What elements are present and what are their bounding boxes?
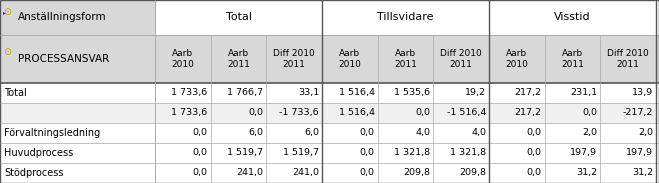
Text: 1 766,7: 1 766,7 xyxy=(227,89,264,98)
Text: 0,0: 0,0 xyxy=(360,169,375,178)
Text: 1 516,4: 1 516,4 xyxy=(339,109,375,117)
Text: 1 733,6: 1 733,6 xyxy=(171,109,208,117)
Bar xyxy=(0,35,659,83)
Text: 0,0: 0,0 xyxy=(527,128,542,137)
Text: 197,9: 197,9 xyxy=(570,148,597,158)
Text: 241,0: 241,0 xyxy=(292,169,319,178)
Text: 1 321,8: 1 321,8 xyxy=(394,148,430,158)
Text: 217,2: 217,2 xyxy=(515,89,542,98)
Bar xyxy=(0,83,659,103)
Text: 231,1: 231,1 xyxy=(570,89,597,98)
Text: Aarb
2011: Aarb 2011 xyxy=(227,49,250,69)
Text: 1 321,8: 1 321,8 xyxy=(450,148,486,158)
Text: Tillsvidare: Tillsvidare xyxy=(377,12,434,23)
Bar xyxy=(0,123,659,143)
Text: Huvudprocess: Huvudprocess xyxy=(4,148,73,158)
Text: 0,0: 0,0 xyxy=(415,109,430,117)
Text: Aarb
2010: Aarb 2010 xyxy=(338,49,361,69)
Text: Diff 2010
2011: Diff 2010 2011 xyxy=(608,49,649,69)
Bar xyxy=(155,0,659,35)
Text: Stödprocess: Stödprocess xyxy=(4,168,63,178)
Text: 209,8: 209,8 xyxy=(459,169,486,178)
Bar xyxy=(0,0,155,35)
Bar xyxy=(0,163,659,183)
Text: 0,0: 0,0 xyxy=(527,148,542,158)
Text: -1 516,4: -1 516,4 xyxy=(447,109,486,117)
Text: 1 519,7: 1 519,7 xyxy=(283,148,319,158)
Text: PROCESSANSVAR: PROCESSANSVAR xyxy=(18,54,109,64)
Text: Aarb
2011: Aarb 2011 xyxy=(394,49,417,69)
Text: 2,0: 2,0 xyxy=(583,128,597,137)
Text: Diff 2010
2011: Diff 2010 2011 xyxy=(273,49,315,69)
Text: 209,8: 209,8 xyxy=(403,169,430,178)
Text: Aarb
2011: Aarb 2011 xyxy=(561,49,584,69)
Text: Total: Total xyxy=(225,12,252,23)
Bar xyxy=(0,103,659,123)
Text: 0,0: 0,0 xyxy=(248,109,264,117)
Text: 0,0: 0,0 xyxy=(360,128,375,137)
Text: 4,0: 4,0 xyxy=(415,128,430,137)
Text: 0,0: 0,0 xyxy=(192,148,208,158)
Text: Visstid: Visstid xyxy=(554,12,591,23)
Text: 6,0: 6,0 xyxy=(304,128,319,137)
Text: 13,9: 13,9 xyxy=(632,89,653,98)
Text: ⊙: ⊙ xyxy=(3,47,11,57)
Text: 0,0: 0,0 xyxy=(192,169,208,178)
Text: 2,0: 2,0 xyxy=(638,128,653,137)
Text: 19,2: 19,2 xyxy=(465,89,486,98)
Text: 241,0: 241,0 xyxy=(237,169,264,178)
Text: 6,0: 6,0 xyxy=(248,128,264,137)
Text: Aarb
2010: Aarb 2010 xyxy=(171,49,194,69)
Text: Aarb
2010: Aarb 2010 xyxy=(505,49,529,69)
Text: 0,0: 0,0 xyxy=(583,109,597,117)
Text: 0,0: 0,0 xyxy=(192,128,208,137)
Text: 0,0: 0,0 xyxy=(527,169,542,178)
Text: -1 733,6: -1 733,6 xyxy=(279,109,319,117)
Text: 31,2: 31,2 xyxy=(576,169,597,178)
Bar xyxy=(0,143,659,163)
Text: -217,2: -217,2 xyxy=(623,109,653,117)
Text: 0,0: 0,0 xyxy=(360,148,375,158)
Text: 1 733,6: 1 733,6 xyxy=(171,89,208,98)
Text: Anställningsform: Anställningsform xyxy=(18,12,107,23)
Text: ▸: ▸ xyxy=(3,10,6,15)
Text: 33,1: 33,1 xyxy=(298,89,319,98)
Text: 1 535,6: 1 535,6 xyxy=(394,89,430,98)
Text: 31,2: 31,2 xyxy=(632,169,653,178)
Text: Total: Total xyxy=(4,88,27,98)
Text: 1 516,4: 1 516,4 xyxy=(339,89,375,98)
Text: Förvaltningsledning: Förvaltningsledning xyxy=(4,128,100,138)
Text: ⊙: ⊙ xyxy=(3,7,11,17)
Text: 197,9: 197,9 xyxy=(626,148,653,158)
Text: 217,2: 217,2 xyxy=(515,109,542,117)
Text: Diff 2010
2011: Diff 2010 2011 xyxy=(440,49,482,69)
Text: 1 519,7: 1 519,7 xyxy=(227,148,264,158)
Text: 4,0: 4,0 xyxy=(471,128,486,137)
